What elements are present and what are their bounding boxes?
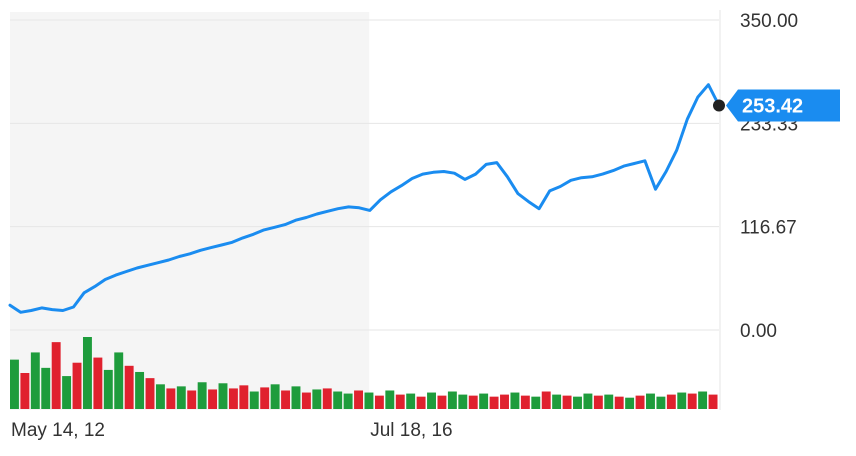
volume-bar	[93, 357, 103, 409]
volume-bar	[406, 393, 416, 409]
volume-bar	[395, 394, 405, 409]
volume-bar	[62, 376, 72, 409]
volume-bar	[281, 390, 291, 409]
volume-bar	[646, 393, 655, 409]
volume-bar	[124, 365, 134, 409]
volume-bar	[166, 388, 176, 409]
price-line	[8, 83, 721, 314]
volume-bar	[500, 394, 509, 409]
volume-bar	[687, 393, 697, 409]
volume-bar	[562, 395, 572, 409]
volume-bar	[552, 394, 562, 409]
volume-bar	[114, 352, 124, 409]
volume-bar	[155, 384, 165, 409]
volume-bar	[197, 382, 207, 409]
volume-bar	[593, 395, 603, 409]
volume-bar	[187, 390, 197, 409]
volume-bar	[322, 388, 332, 409]
volume-bar	[437, 395, 447, 409]
volume-bar	[374, 395, 384, 409]
volume-bar	[385, 390, 395, 409]
volume-bars	[10, 337, 718, 409]
volume-bar	[447, 391, 457, 409]
volume-bar	[708, 394, 718, 409]
volume-bar	[510, 392, 520, 409]
volume-bar	[20, 373, 30, 409]
historical-shade-region	[10, 12, 370, 410]
volume-bar	[541, 391, 551, 409]
y-tick-label: 350.00	[740, 11, 798, 32]
volume-bar	[427, 392, 436, 409]
volume-bar	[416, 396, 426, 409]
volume-bar	[145, 378, 155, 409]
volume-bar	[103, 369, 113, 409]
volume-bar	[10, 359, 19, 409]
volume-bar	[301, 392, 311, 409]
volume-bar	[30, 352, 40, 409]
x-tick-label: May 14, 12	[11, 420, 105, 441]
volume-bar	[573, 396, 582, 409]
volume-bar	[135, 371, 145, 409]
last-price-badge-shape	[726, 89, 840, 122]
volume-bar	[625, 397, 635, 409]
volume-bar	[656, 396, 666, 409]
volume-bar	[176, 386, 186, 409]
volume-bar	[698, 391, 708, 409]
y-tick-label: 116.67	[740, 218, 797, 239]
volume-bar	[333, 391, 343, 409]
volume-bar	[604, 394, 614, 409]
volume-bar	[72, 362, 82, 409]
volume-bar	[531, 396, 541, 409]
volume-bar	[312, 389, 322, 409]
volume-bar	[666, 394, 676, 409]
volume-bar	[208, 389, 218, 409]
volume-bar	[239, 385, 249, 409]
volume-bar	[291, 386, 301, 409]
volume-bar	[260, 387, 270, 409]
volume-bar	[218, 383, 228, 409]
volume-bar	[82, 337, 92, 409]
volume-bar	[228, 388, 238, 409]
volume-bar	[458, 394, 468, 409]
volume-bar	[249, 391, 259, 409]
x-axis-labels: May 14, 12 Jul 18, 16	[11, 420, 453, 441]
last-price-badge: 253.42	[726, 89, 840, 122]
volume-bar	[479, 393, 489, 409]
volume-bar	[614, 396, 624, 409]
volume-bar	[468, 395, 478, 409]
gridlines	[10, 19, 719, 331]
volume-bar	[270, 384, 280, 409]
last-price-dot	[713, 99, 725, 112]
volume-bar	[343, 393, 353, 409]
y-tick-label: 0.00	[740, 321, 777, 342]
volume-bar	[51, 342, 61, 409]
volume-bar	[41, 367, 51, 409]
volume-bar	[635, 395, 645, 409]
volume-bar	[677, 392, 687, 409]
volume-bar	[354, 390, 363, 409]
last-price-label: 253.42	[742, 96, 803, 118]
volume-bar	[583, 393, 593, 409]
volume-bar	[489, 396, 499, 409]
volume-bar	[364, 392, 374, 409]
volume-bar	[520, 395, 530, 409]
x-tick-label: Jul 18, 16	[370, 420, 452, 441]
